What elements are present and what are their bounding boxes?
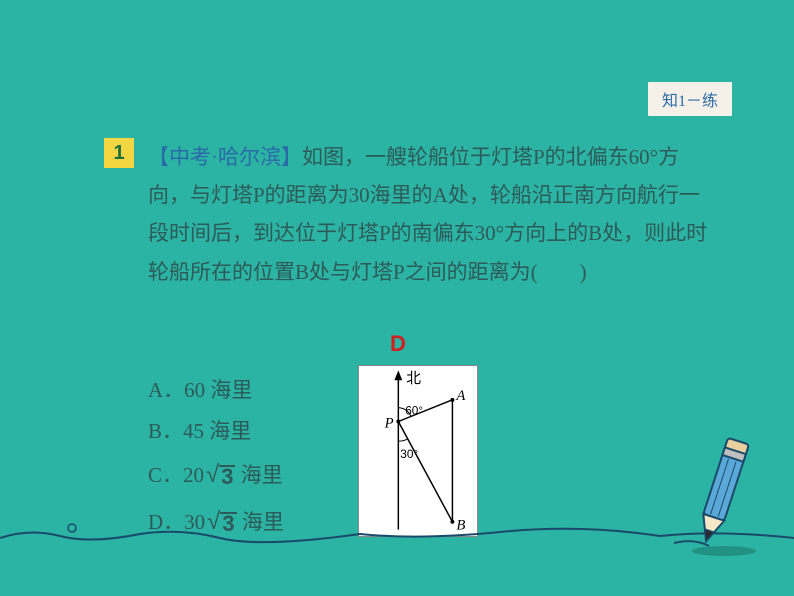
angle-60: 60° bbox=[405, 404, 423, 418]
option-a: A．60 海里 bbox=[148, 370, 284, 411]
label-P: P bbox=[384, 415, 394, 431]
exam-source-tag: 【中考·哈尔滨】 bbox=[148, 145, 302, 169]
option-c-suffix: 海里 bbox=[235, 463, 282, 487]
option-b-text: 45 海里 bbox=[183, 419, 251, 443]
pencil-illustration bbox=[624, 428, 764, 558]
option-c-prefix: 20 bbox=[183, 463, 204, 487]
label-A: A bbox=[455, 388, 466, 404]
sqrt-symbol: √3 bbox=[204, 452, 235, 499]
angle-30: 30° bbox=[400, 447, 418, 461]
option-b: B．45 海里 bbox=[148, 411, 284, 452]
geometry-diagram: 北 60° 30° P A B bbox=[358, 365, 478, 537]
diagram-svg: 北 60° 30° P A B bbox=[359, 366, 477, 536]
option-c-radicand: 3 bbox=[219, 465, 235, 487]
north-label: 北 bbox=[406, 370, 421, 387]
correct-answer: D bbox=[390, 331, 406, 357]
section-tag: 知1－练 bbox=[648, 82, 732, 116]
question-number-badge: 1 bbox=[104, 138, 134, 168]
option-c: C．20√3 海里 bbox=[148, 452, 284, 499]
option-a-text: 60 海里 bbox=[184, 378, 252, 402]
question-body: 【中考·哈尔滨】如图，一艘轮船位于灯塔P的北偏东60°方向，与灯塔P的距离为30… bbox=[148, 138, 708, 291]
